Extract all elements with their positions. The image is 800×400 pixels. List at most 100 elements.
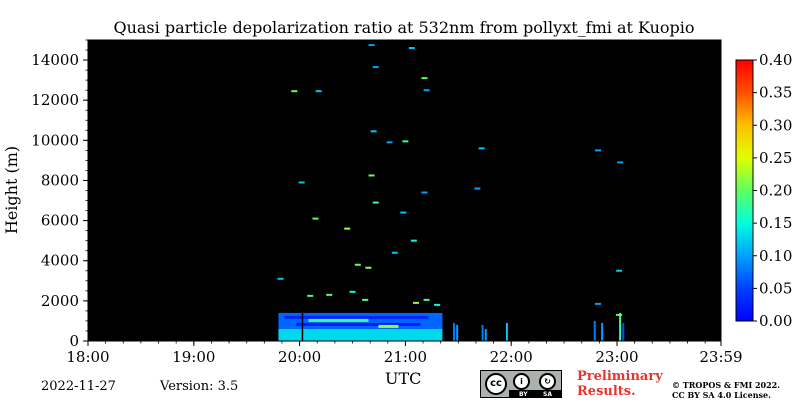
preliminary-line1: Preliminary: [577, 369, 663, 384]
detection-point: [421, 77, 428, 80]
detection-point: [423, 89, 430, 92]
aerosol-layer-band: [378, 324, 399, 328]
detection-point: [368, 174, 375, 177]
cc-sa-label: SA: [543, 391, 552, 398]
x-tick-label: 19:00: [172, 348, 215, 366]
detection-point: [421, 191, 428, 194]
colorbar-tick-label: 0.00: [759, 312, 792, 330]
colorbar-tick-label: 0.35: [759, 84, 792, 102]
detection-point: [354, 263, 361, 266]
license-notice: © TROPOS & FMI 2022. CC BY SA 4.0 Licens…: [672, 380, 780, 400]
detection-point: [372, 66, 379, 69]
colorbar-tick-label: 0.10: [759, 247, 792, 265]
detection-point: [400, 211, 407, 214]
version-label: Version: 3.5: [160, 379, 239, 394]
detection-point: [326, 293, 333, 296]
license-line1: © TROPOS & FMI 2022.: [672, 380, 781, 390]
detection-point: [391, 251, 398, 254]
detection-point: [617, 161, 624, 164]
aerosol-layer-base: [278, 329, 443, 341]
x-tick-label: 23:00: [595, 348, 638, 366]
detection-point: [291, 90, 298, 93]
license-line2: CC BY SA 4.0 License.: [672, 390, 771, 400]
y-tick-label: 14000: [31, 51, 79, 69]
detection-point: [478, 147, 485, 150]
detection-point: [410, 239, 417, 242]
detection-point: [402, 140, 409, 143]
aerosol-layer-band: [284, 315, 429, 319]
y-tick-label: 0: [69, 332, 79, 350]
y-tick-label: 10000: [31, 131, 79, 149]
detection-point: [344, 227, 351, 230]
detection-point: [412, 301, 419, 304]
y-tick-label: 4000: [41, 252, 79, 270]
colorbar-tick-label: 0.30: [759, 116, 792, 134]
y-tick-label: 12000: [31, 91, 79, 109]
detection-point: [372, 201, 379, 204]
profile-column: [484, 328, 487, 341]
profile-column: [456, 324, 459, 341]
colorbar-tick-label: 0.20: [759, 182, 792, 200]
profile-column: [601, 322, 604, 341]
plot-area: [88, 40, 721, 341]
detection-point: [368, 44, 375, 47]
detection-point: [386, 141, 393, 144]
y-axis-label: Height (m): [2, 146, 21, 234]
x-tick-label: 22:00: [490, 348, 533, 366]
aerosol-layer-band: [308, 318, 369, 322]
detection-point: [594, 149, 601, 152]
profile-column: [505, 322, 508, 341]
detection-point: [312, 217, 319, 220]
share-alike-icon: ↻: [539, 373, 556, 390]
colorbar: [735, 59, 754, 322]
cc-license-badge[interactable]: cc i ↻ BY SA: [480, 370, 562, 398]
by-attribution-icon: i: [513, 373, 530, 390]
detection-point: [616, 313, 623, 316]
profile-column: [619, 312, 622, 341]
x-tick-label: 23:59: [699, 348, 742, 366]
date-label: 2022-11-27: [41, 379, 116, 394]
detection-point: [298, 181, 305, 184]
x-axis: 18:00 19:00 20:00 21:00 22:00 23:00 23:59: [66, 341, 743, 366]
profile-column: [622, 322, 625, 341]
detection-point: [616, 269, 623, 272]
detection-point: [349, 290, 356, 293]
profile-column: [453, 322, 456, 341]
detection-point: [307, 294, 314, 297]
detection-point: [370, 130, 377, 133]
preliminary-line2: Results.: [577, 384, 636, 399]
chart-title: Quasi particle depolarization ratio at 5…: [113, 18, 694, 37]
detection-point: [408, 47, 415, 50]
colorbar-tick-label: 0.40: [759, 51, 792, 69]
detection-point: [315, 90, 322, 93]
detection-point: [365, 266, 372, 269]
aerosol-layer-band: [296, 322, 421, 326]
x-axis-label: UTC: [385, 369, 422, 388]
y-tick-label: 8000: [41, 171, 79, 189]
colorbar-tick-label: 0.25: [759, 149, 792, 167]
y-tick-label: 2000: [41, 292, 79, 310]
profile-column: [481, 324, 484, 341]
detection-point: [362, 298, 369, 301]
detection-point: [423, 298, 430, 301]
colorbar-tick-label: 0.15: [759, 214, 792, 232]
cc-badge-strip: BY SA: [509, 390, 561, 398]
aerosol-layer-gap: [301, 312, 304, 341]
detection-point: [434, 303, 441, 306]
profile-column: [593, 320, 596, 341]
y-axis: 0 2000 4000 6000 8000 10000 12000 14000: [31, 39, 88, 350]
colorbar-axis: 0.00 0.05 0.10 0.15 0.20 0.25 0.30 0.35 0.40: [753, 51, 792, 330]
preliminary-notice: Preliminary Results.: [577, 369, 663, 399]
x-tick-label: 21:00: [384, 348, 427, 366]
plot-content: [277, 44, 625, 341]
detection-point: [474, 187, 481, 190]
colorbar-tick-label: 0.05: [759, 279, 792, 297]
y-tick-label: 6000: [41, 212, 79, 230]
detection-point: [277, 277, 284, 280]
cc-icon: cc: [485, 373, 507, 395]
detection-point: [594, 302, 601, 305]
x-tick-label: 20:00: [278, 348, 321, 366]
cc-by-label: BY: [519, 391, 528, 398]
x-tick-label: 18:00: [66, 348, 109, 366]
